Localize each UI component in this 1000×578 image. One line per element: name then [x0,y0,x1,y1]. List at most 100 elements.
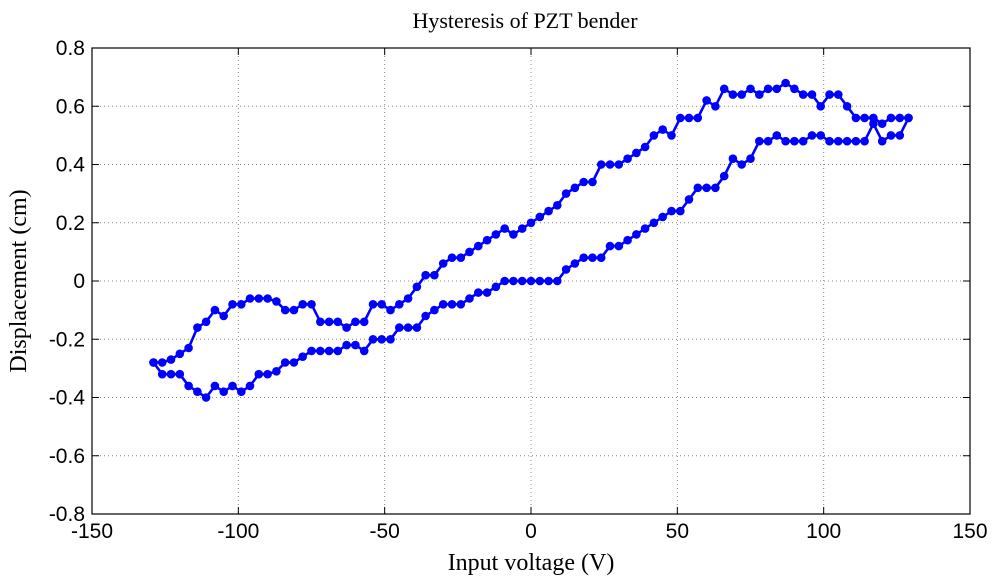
series-1-point [684,113,694,123]
series-2-point [263,369,272,379]
series-1-point [482,235,492,245]
series-2-point [210,381,220,391]
series-2-point [886,131,896,140]
series-2-point [842,136,852,146]
series-1-point [359,317,369,327]
series-2-point [544,276,553,286]
series-2-point [869,119,878,128]
series-1-point [298,300,308,309]
y-tick-label: -0.6 [49,445,85,468]
series-1-point [157,358,167,367]
series-1-point [237,300,246,309]
series-2-point [623,235,632,245]
series-2-point [535,276,545,286]
series-2-point [184,381,193,391]
series-2-point [254,369,264,379]
series-1-point [403,294,413,303]
series-1-point [755,90,764,99]
series-2-point [149,358,158,367]
series-2-point [693,183,703,193]
series-2-point [605,241,615,251]
series-1-point [588,177,597,187]
series-2-point [298,352,308,362]
x-tick-label: -100 [217,520,259,543]
series-1-point [351,317,360,327]
series-2-point [219,387,228,397]
series-2-point [895,131,905,140]
series-2-point [851,136,861,146]
series-1-point [474,241,483,251]
series-2-point [342,340,351,350]
series-2-point [649,218,659,228]
series-2-point [491,282,501,292]
series-1-point [667,131,676,140]
series-2-point [395,323,404,332]
series-1-point [272,297,281,306]
series-2-point [755,136,764,146]
series-2-point [684,195,694,204]
series-2-point [193,387,202,397]
series-2-point [201,393,211,402]
series-2-point [333,346,343,356]
series-2-point [570,259,580,268]
series-1-point [412,282,422,292]
x-tick-label: -50 [369,520,399,543]
series-2-point [245,381,255,391]
series-2-point [166,369,176,379]
series-1-point [781,78,790,88]
series-1-point [333,317,343,327]
series-2-point [175,369,185,379]
series-1-point [895,113,905,123]
y-tick-label: 0.6 [56,95,85,118]
series-1-point [535,212,545,222]
series-2-point [359,346,369,356]
series-1-point [342,323,351,332]
series-1-point [447,253,457,262]
series-1-point [166,355,176,364]
series-2-point [324,346,334,356]
series-1-point [763,84,773,94]
series-1-point [658,125,667,134]
series-2-point [280,358,290,367]
series-1-point [307,300,316,309]
series-2-point [816,131,825,140]
plot-area [149,78,913,402]
series-1-point [746,84,755,94]
series-2-point [430,305,439,315]
series-1-point [517,224,527,233]
series-2-point [289,358,299,367]
series-2-point [614,241,624,251]
series-2-point [667,206,676,216]
series-1-point [807,90,817,99]
series-1-point [544,206,553,216]
series-2-point [834,136,843,146]
series-1-point [851,113,861,123]
series-2-point [588,253,597,262]
series-1-point [640,142,650,152]
series-1-point [877,119,887,128]
series-2-point [632,230,641,239]
series-1-point [245,294,255,303]
series-2-point [860,136,869,146]
series-2-point [711,183,720,193]
series-1-point [201,317,211,327]
y-tick-label: 0.4 [56,154,86,177]
axis-ticks: -150 -100 -50 0 50 100 150 -0.8 -0.6 -0.4 -0.2 0 0.2… [49,37,988,543]
series-1-point [465,247,474,257]
series-1-point [702,96,711,105]
series-2-point [807,131,817,140]
series-2-point [386,335,395,344]
y-axis-label: Displacement (cm) [6,189,32,372]
series-1-point [456,253,466,262]
series-2-point [553,276,562,286]
series-1-point [386,305,395,315]
series-1-point [316,317,325,327]
series-2-point [438,300,448,309]
series-2-point [316,346,325,356]
series-1-point [289,305,299,315]
y-tick-label: -0.8 [49,503,85,526]
x-tick-label: 50 [666,520,689,543]
series-1-point [772,84,782,94]
